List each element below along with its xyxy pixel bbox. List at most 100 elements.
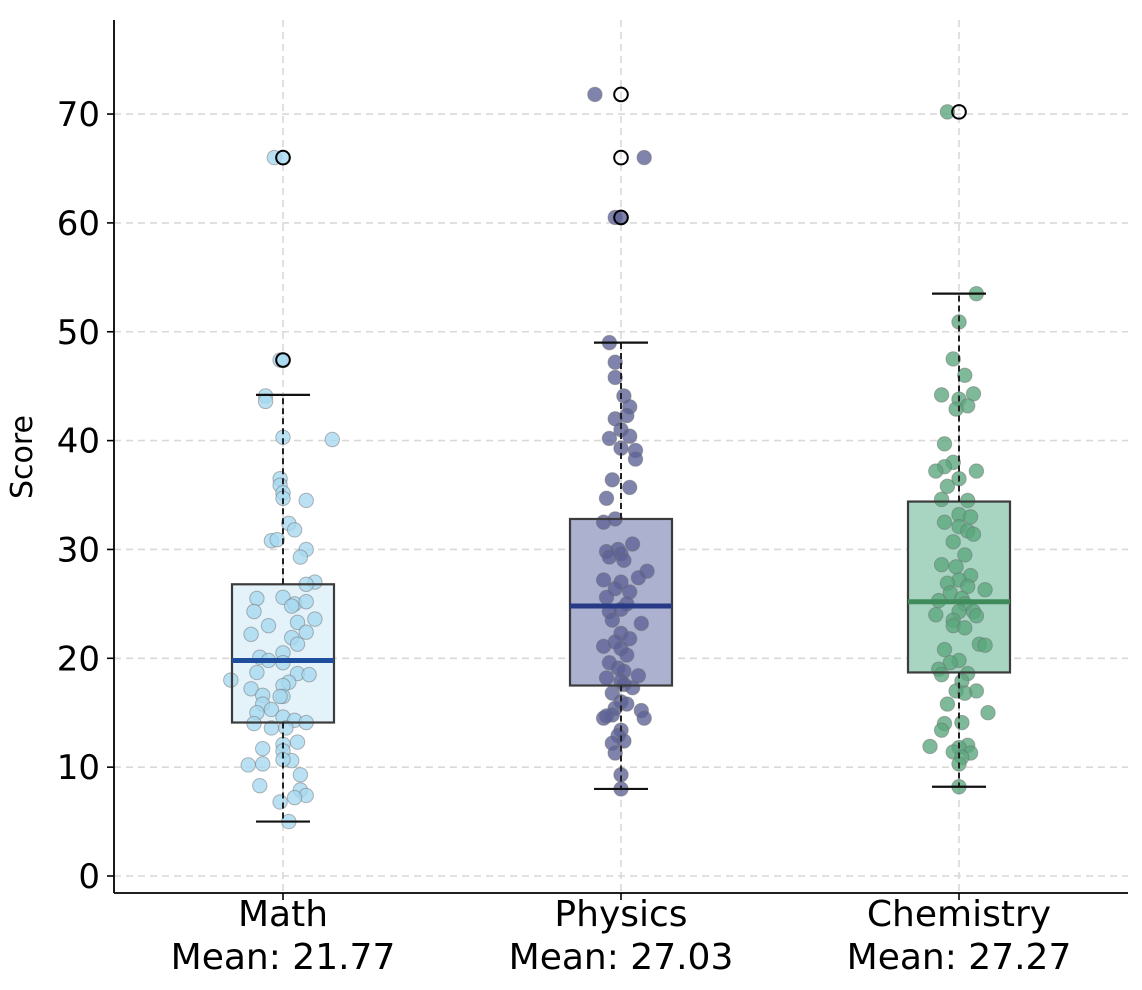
outlier-marker [951, 104, 967, 120]
data-point [965, 526, 982, 542]
data-point [933, 556, 950, 573]
data-point [624, 536, 641, 552]
data-point [243, 681, 259, 697]
y-tick-label: 30 [57, 530, 100, 570]
y-tick-label: 0 [78, 857, 100, 897]
data-point [948, 401, 964, 417]
data-point [607, 745, 623, 761]
data-point [636, 149, 652, 166]
data-point [255, 756, 271, 772]
data-point [957, 620, 973, 636]
data-point [284, 598, 300, 614]
data-point [933, 491, 950, 508]
data-point [939, 696, 956, 712]
data-point [607, 369, 623, 386]
data-point [928, 463, 944, 479]
data-point [604, 472, 620, 488]
data-point [249, 590, 265, 607]
mean-label: Mean: 21.77 [171, 937, 396, 978]
mean-label: Mean: 27.03 [509, 937, 734, 978]
data-point [957, 547, 973, 563]
outlier-marker [613, 86, 629, 103]
data-point [616, 552, 632, 569]
data-point [272, 688, 288, 705]
data-point [601, 430, 618, 447]
data-point [289, 614, 306, 631]
data-point [945, 534, 961, 550]
data-point [292, 549, 309, 565]
y-tick-label: 70 [57, 95, 100, 135]
data-point [933, 666, 950, 683]
data-point [980, 705, 996, 721]
data-point [289, 734, 306, 750]
data-point [957, 367, 973, 383]
outlier-marker [613, 209, 629, 226]
data-point [933, 722, 950, 738]
data-point [968, 608, 985, 624]
axes [107, 20, 1128, 900]
data-point [622, 479, 638, 496]
outlier-marker [275, 352, 291, 368]
data-point [630, 570, 647, 586]
data-point [257, 393, 274, 410]
box-overlay-layer [230, 86, 1012, 823]
data-point [263, 701, 280, 718]
data-point [942, 654, 958, 671]
data-point [619, 647, 635, 663]
data-point [307, 611, 323, 627]
data-point [977, 637, 993, 653]
x-tick-label: Chemistry [867, 894, 1051, 935]
data-point [595, 638, 612, 655]
data-point [607, 354, 623, 370]
y-tick-label: 60 [57, 204, 100, 244]
outlier-marker [275, 149, 291, 166]
y-tick-label: 50 [57, 313, 100, 353]
data-point [622, 428, 638, 444]
data-point [936, 436, 953, 452]
data-point [246, 603, 262, 620]
data-point [286, 789, 303, 806]
data-point [252, 777, 268, 794]
data-point [936, 514, 953, 530]
data-point [298, 492, 314, 509]
data-point [624, 679, 641, 696]
y-tick-label: 40 [57, 422, 100, 462]
data-point [619, 407, 635, 424]
data-point [298, 624, 314, 640]
data-point [272, 794, 288, 810]
points-layer [223, 86, 996, 830]
data-point [948, 559, 964, 575]
data-point [962, 509, 979, 525]
data-point [598, 670, 615, 686]
data-point [298, 593, 314, 610]
mean-label: Mean: 27.27 [847, 937, 1072, 978]
data-point [243, 626, 259, 643]
y-tick-label: 20 [57, 639, 100, 679]
data-point [939, 104, 956, 120]
data-point [633, 615, 649, 632]
data-point [286, 522, 303, 538]
data-point [928, 607, 944, 623]
data-point [954, 714, 970, 731]
data-point [324, 431, 340, 448]
data-point [240, 757, 256, 773]
data-point [922, 738, 938, 755]
data-point [957, 685, 973, 701]
data-point [255, 740, 271, 757]
data-point [616, 733, 632, 749]
y-axis-label: Score [5, 415, 40, 499]
data-point [936, 641, 953, 658]
data-point [269, 531, 285, 548]
data-point [968, 463, 985, 479]
data-point [636, 710, 652, 726]
data-point [945, 351, 961, 367]
data-point [627, 451, 644, 467]
data-point [289, 636, 306, 652]
data-point [598, 490, 615, 506]
data-point [977, 582, 993, 598]
outlier-marker [613, 149, 629, 166]
data-point [292, 767, 309, 783]
x-tick-label: Math [238, 894, 328, 935]
data-point [587, 86, 603, 103]
data-point [260, 617, 277, 634]
